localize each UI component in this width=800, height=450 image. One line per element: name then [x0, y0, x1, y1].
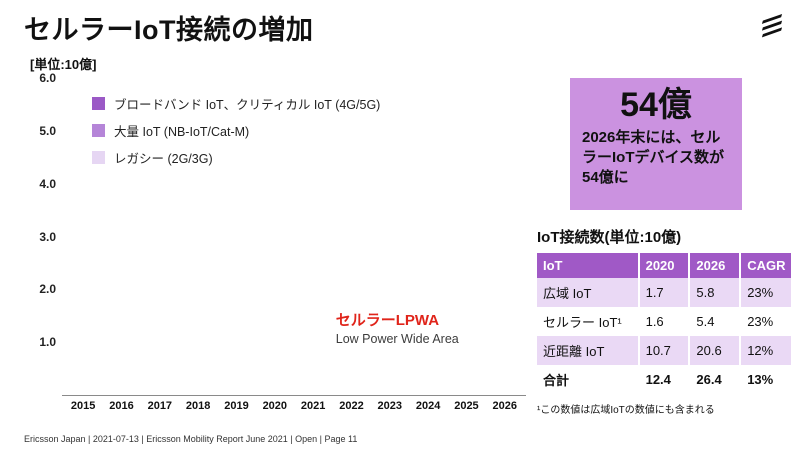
- lpwa-annotation-title: セルラーLPWA: [335, 312, 440, 330]
- cell-cagr: 23%: [739, 278, 791, 307]
- th-iot: IoT: [537, 253, 639, 278]
- row-cellular-iot: セルラー IoT¹ 1.6 5.4 23%: [537, 307, 791, 336]
- legend-item-broadband: ブロードバンド IoT、クリティカル IoT (4G/5G): [92, 94, 380, 113]
- y-tick-1.0: 1.0: [39, 335, 56, 350]
- x-tick-2020: 2020: [262, 400, 288, 412]
- cell-2026: 5.4: [688, 307, 741, 336]
- bar-slot-2024: [409, 78, 447, 395]
- cell-2026: 20.6: [688, 336, 741, 365]
- y-tick-6.0: 6.0: [39, 71, 56, 85]
- ericsson-logo: [760, 12, 784, 38]
- y-tick-5.0: 5.0: [39, 123, 56, 138]
- cell-label: 近距離 IoT: [543, 344, 605, 359]
- slide-footer: Ericsson Japan | 2021-07-13 | Ericsson M…: [24, 434, 358, 444]
- x-tick-2018: 2018: [185, 400, 211, 412]
- iot-connections-chart: 6.0 5.0 4.0 3.0 2.0 1.0 ブロードバンド IoT、クリティカル Io…: [26, 71, 526, 412]
- plot-area: 6.0 5.0 4.0 3.0 2.0 1.0 ブロードバンド IoT、クリティカル Io…: [39, 71, 526, 396]
- x-tick-2025: 2025: [454, 400, 479, 412]
- legend-swatch-broadband: [92, 97, 105, 110]
- unit-label: [単位:10億]: [30, 57, 97, 72]
- cell-label: 広域 IoT: [543, 286, 592, 301]
- legend-swatch-legacy: [92, 151, 105, 164]
- x-axis-labels: 2015 2016 2017 2018 2019 2020 2021 2022 2023 2024…: [62, 400, 526, 412]
- cell-2020: 10.7: [637, 336, 690, 365]
- table-header-row: IoT 2020 2026 CAGR: [537, 253, 791, 278]
- x-tick-2019: 2019: [224, 400, 249, 412]
- legend-label-legacy: レガシー (2G/3G): [114, 152, 213, 166]
- bar-slot-2026: [486, 78, 524, 395]
- x-tick-2015: 2015: [70, 400, 96, 412]
- legend-label-broadband: ブロードバンド IoT、クリティカル IoT (4G/5G): [114, 98, 381, 112]
- y-tick-3.0: 3.0: [39, 229, 56, 244]
- cell-2020: 12.4: [637, 365, 690, 394]
- legend-item-legacy: レガシー (2G/3G): [92, 148, 380, 167]
- row-total: 合計 12.4 26.4 13%: [537, 365, 791, 394]
- iot-table: IoT 2020 2026 CAGR 広域 IoT 1.7 5.8 23% セル…: [537, 253, 791, 394]
- x-tick-2024: 2024: [415, 400, 441, 412]
- th-2026: 2026: [688, 253, 741, 278]
- cell-cagr: 13%: [739, 365, 791, 394]
- legend-swatch-massive: [92, 124, 105, 137]
- legend-label-massive: 大量 IoT (NB-IoT/Cat-M): [114, 125, 250, 139]
- lpwa-annotation: セルラーLPWA Low Power Wide Area: [336, 309, 459, 346]
- bar-slot-2025: [447, 78, 485, 395]
- legend-item-massive: 大量 IoT (NB-IoT/Cat-M): [92, 121, 380, 140]
- x-tick-2017: 2017: [147, 400, 173, 412]
- th-2020: 2020: [637, 253, 690, 278]
- page-title: セルラーIoT接続の増加: [24, 15, 314, 45]
- table-footnote: ¹この数値は広域IoTの数値にも含まれる: [537, 405, 715, 416]
- iot-table-section: IoT接続数(単位:10億) IoT 2020 2026 CAGR 広域 IoT…: [537, 226, 791, 416]
- cell-2026: 5.8: [688, 278, 741, 307]
- cell-cagr: 12%: [739, 336, 791, 365]
- cell-2026: 26.4: [688, 365, 741, 394]
- x-tick-2016: 2016: [109, 400, 134, 412]
- chart-legend: ブロードバンド IoT、クリティカル IoT (4G/5G) 大量 IoT (N…: [92, 94, 380, 167]
- table-title: IoT接続数(単位:10億): [537, 229, 682, 246]
- row-wide-area-iot: 広域 IoT 1.7 5.8 23%: [537, 278, 791, 307]
- y-tick-4.0: 4.0: [39, 176, 56, 191]
- x-tick-2021: 2021: [300, 400, 326, 412]
- y-tick-2.0: 2.0: [39, 282, 56, 297]
- cell-2020: 1.6: [637, 307, 690, 336]
- x-tick-2026: 2026: [492, 400, 518, 412]
- lpwa-annotation-subtitle: Low Power Wide Area: [335, 332, 459, 347]
- th-cagr: CAGR: [739, 253, 791, 278]
- highlight-number: 54億: [620, 86, 692, 124]
- cell-label: セルラー IoT¹: [543, 315, 622, 330]
- cell-2020: 1.7: [637, 278, 690, 307]
- cell-label: 合計: [543, 373, 570, 388]
- highlight-box: 54億 2026年末には、セルラーIoTデバイス数が54億に: [570, 78, 742, 210]
- highlight-caption: 2026年末には、セルラーIoTデバイス数が54億に: [582, 129, 725, 186]
- x-tick-2022: 2022: [339, 400, 364, 412]
- cell-cagr: 23%: [739, 307, 791, 336]
- row-short-range-iot: 近距離 IoT 10.7 20.6 12%: [537, 336, 791, 365]
- x-tick-2023: 2023: [377, 400, 403, 412]
